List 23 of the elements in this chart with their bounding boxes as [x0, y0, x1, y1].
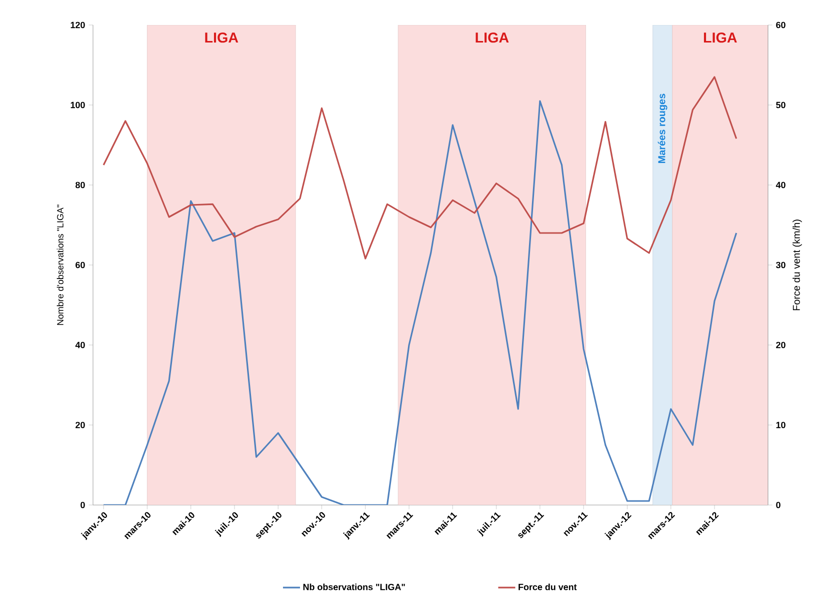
y2-axis-title: Force du vent (km/h)	[792, 220, 802, 310]
y-tick-label: 0	[80, 502, 85, 508]
y-tick-label: 120	[70, 22, 85, 28]
band-label: Marées rouges	[658, 94, 668, 164]
line-series	[102, 76, 738, 260]
y2-tick-label: 60	[776, 22, 786, 28]
y-axis-title: Nombre d'observations "LIGA"	[56, 204, 64, 325]
y2-tick-label: 50	[776, 102, 786, 108]
y2-tick-label: 20	[776, 342, 786, 348]
y2-tick-label: 40	[776, 182, 786, 188]
y-tick-label: 100	[70, 102, 85, 108]
legend-label: Force du vent	[518, 584, 577, 590]
band-label: LIGA	[704, 32, 737, 43]
band-label: LIGA	[205, 32, 238, 43]
y2-tick-label: 30	[776, 262, 786, 268]
y-tick-label: 60	[76, 262, 85, 268]
y-tick-label: 80	[76, 182, 85, 188]
band-label: LIGA	[476, 32, 509, 43]
y2-tick-label: 10	[776, 422, 786, 428]
y2-tick-label: 0	[776, 502, 780, 508]
y-tick-label: 20	[76, 422, 85, 428]
legend-label: Nb observations "LIGA"	[303, 584, 405, 590]
y-tick-label: 40	[75, 342, 85, 348]
